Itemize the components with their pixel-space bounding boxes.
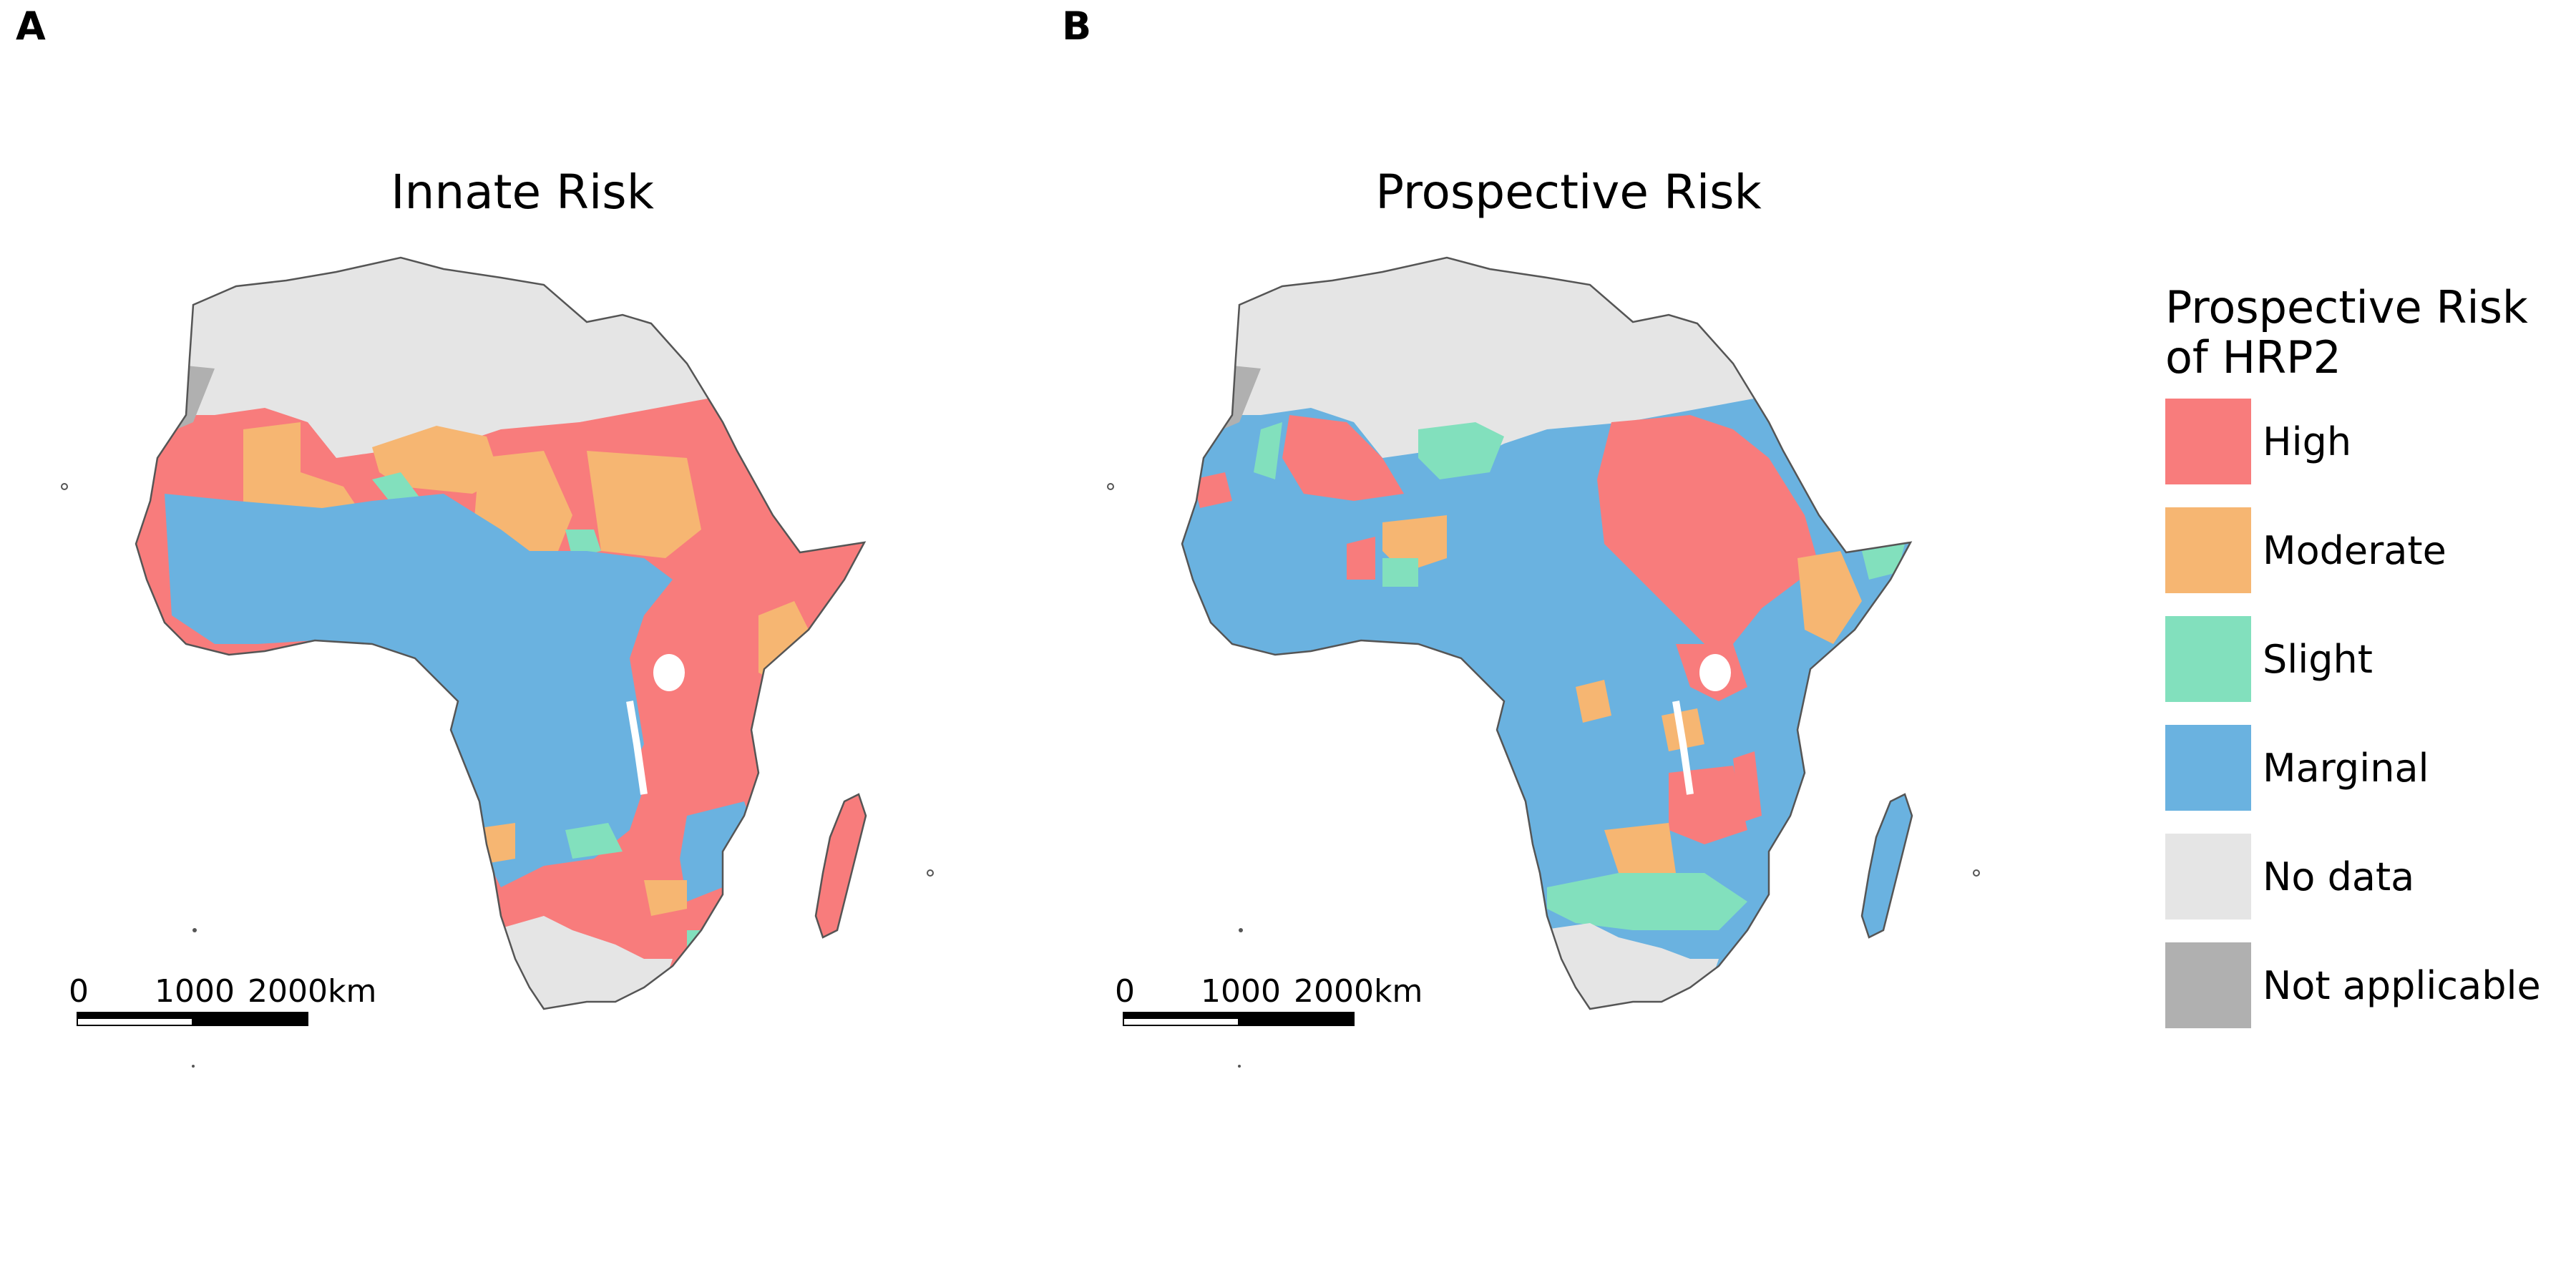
- scale-label-0: 0: [69, 973, 89, 1010]
- zimbabwe-moderate-patch: [644, 880, 687, 916]
- prospective-risk-title: Prospective Risk: [1375, 165, 1762, 220]
- east-africa-high-region: [1597, 415, 1819, 644]
- nigeria-high-region: [1347, 537, 1375, 580]
- lake-tanganyika: [626, 701, 648, 795]
- nigeria-slight-patch: [1382, 558, 1418, 587]
- scale-label-0: 0: [1115, 973, 1135, 1010]
- legend-label-high: High: [2263, 419, 2352, 464]
- sudan-moderate-region: [587, 451, 701, 558]
- africa-outline: [1181, 256, 1913, 1010]
- island-dot-2: [1238, 1065, 1241, 1068]
- drc-moderate-patch: [1576, 680, 1611, 723]
- scale-label-2000km: 2000km: [1294, 973, 1423, 1010]
- legend-title-line2: of HRP2: [2165, 331, 2342, 384]
- niger-slight-region: [1418, 422, 1504, 479]
- scale-label-2000km: 2000km: [248, 973, 376, 1010]
- island-dot-3: [1973, 869, 1980, 877]
- legend-label-slight: Slight: [2263, 636, 2373, 682]
- lake-victoria: [1699, 654, 1731, 691]
- legend-swatch-not-applicable: [2165, 942, 2251, 1028]
- innate-risk-title: Innate Risk: [391, 165, 654, 220]
- niger-moderate-region: [372, 426, 501, 494]
- legend-item-high: High: [2165, 399, 2566, 484]
- legend-item-not-applicable: Not applicable: [2165, 942, 2566, 1028]
- innate-risk-map: 0 1000 2000km: [61, 256, 934, 1068]
- scale-bar-b: 0 1000 2000km: [1115, 973, 1423, 1026]
- legend-swatch-high: [2165, 399, 2251, 484]
- lake-tanganyika: [1672, 701, 1694, 795]
- kenya-moderate-region: [1797, 551, 1862, 644]
- island-dot-3: [927, 869, 934, 877]
- mauritania-slight-strip: [1254, 422, 1282, 479]
- southern-slight-band: [1547, 873, 1747, 930]
- panel-a-tag: A: [16, 4, 46, 49]
- africa-outline: [135, 256, 867, 1010]
- zambia-moderate-region: [1604, 823, 1676, 873]
- legend-title: Prospective Risk of HRP2: [2165, 283, 2566, 383]
- scale-bar-a: 0 1000 2000km: [69, 973, 376, 1026]
- malawi-high-strip: [1733, 751, 1762, 823]
- legend-item-slight: Slight: [2165, 616, 2566, 702]
- mali-moderate-region: [243, 422, 358, 512]
- legend-label-no-data: No data: [2263, 854, 2415, 899]
- risk-legend: Prospective Risk of HRP2 High Moderate S…: [2165, 283, 2566, 1051]
- legend-title-line1: Prospective Risk: [2165, 281, 2528, 333]
- island-dot: [192, 928, 197, 932]
- cape-verde: [61, 483, 68, 490]
- panel-b-tag: B: [1062, 4, 1092, 49]
- legend-item-marginal: Marginal: [2165, 725, 2566, 811]
- senegal-high-region: [1193, 472, 1232, 508]
- scale-label-1000: 1000: [155, 973, 235, 1010]
- lake-victoria: [653, 654, 685, 691]
- south-africa-no-data: [1540, 923, 1719, 1009]
- cape-verde: [1107, 483, 1114, 490]
- madagascar: [1860, 793, 1913, 939]
- legend-item-no-data: No data: [2165, 834, 2566, 919]
- legend-item-moderate: Moderate: [2165, 507, 2566, 593]
- prospective-risk-map: 0 1000 2000km: [1107, 256, 1980, 1068]
- legend-swatch-marginal: [2165, 725, 2251, 811]
- island-dot-2: [192, 1065, 195, 1068]
- south-africa-no-data: [494, 916, 673, 1009]
- legend-swatch-no-data: [2165, 834, 2251, 919]
- mali-high-region: [1282, 415, 1404, 501]
- legend-label-not-applicable: Not applicable: [2263, 962, 2541, 1008]
- legend-swatch-slight: [2165, 616, 2251, 702]
- mozambique-marginal-region: [680, 801, 758, 902]
- legend-swatch-moderate: [2165, 507, 2251, 593]
- madagascar: [814, 793, 867, 939]
- island-dot: [1239, 928, 1243, 932]
- legend-label-marginal: Marginal: [2263, 745, 2429, 791]
- scale-label-1000: 1000: [1201, 973, 1281, 1010]
- legend-label-moderate: Moderate: [2263, 527, 2446, 573]
- somalia-slight-patch: [1862, 544, 1905, 580]
- zambia-slight-patch: [565, 823, 623, 859]
